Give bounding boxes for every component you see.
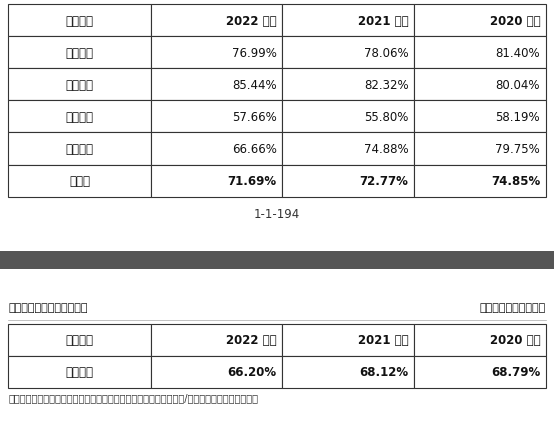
Bar <box>283 324 414 356</box>
Text: 74.85%: 74.85% <box>491 175 540 187</box>
Bar <box>283 133 414 165</box>
Bar <box>414 69 546 101</box>
Text: 78.06%: 78.06% <box>364 47 408 60</box>
Text: 华熙生物: 华熙生物 <box>65 47 94 60</box>
Text: 57.66%: 57.66% <box>232 111 277 124</box>
Bar <box>0 251 554 269</box>
Text: 2022 年度: 2022 年度 <box>226 333 277 346</box>
Bar <box>283 69 414 101</box>
Text: 平均值: 平均值 <box>69 175 90 187</box>
Bar <box>8 356 151 388</box>
Bar <box>414 324 546 356</box>
Bar <box>414 101 546 133</box>
Bar <box>151 133 283 165</box>
Text: 80.04%: 80.04% <box>496 79 540 92</box>
Text: 74.88%: 74.88% <box>364 143 408 155</box>
Text: 72.77%: 72.77% <box>360 175 408 187</box>
Text: 76.99%: 76.99% <box>232 47 277 60</box>
Bar <box>283 165 414 197</box>
Text: 68.12%: 68.12% <box>360 365 408 378</box>
Bar <box>151 165 283 197</box>
Text: 浙江湃肽生物股份有限公司: 浙江湃肽生物股份有限公司 <box>8 302 88 312</box>
Bar <box>151 69 283 101</box>
Text: 锦波生物: 锦波生物 <box>65 79 94 92</box>
Text: 68.79%: 68.79% <box>491 365 540 378</box>
Text: 79.75%: 79.75% <box>495 143 540 155</box>
Text: 招股说明书（申报稿）: 招股说明书（申报稿） <box>479 302 546 312</box>
Bar <box>151 101 283 133</box>
Bar <box>8 324 151 356</box>
Bar <box>283 101 414 133</box>
Bar <box>414 133 546 165</box>
Text: 2022 年度: 2022 年度 <box>226 15 277 28</box>
Bar <box>414 356 546 388</box>
Text: 2021 年度: 2021 年度 <box>358 15 408 28</box>
Text: 诺泰生物: 诺泰生物 <box>65 111 94 124</box>
Text: 82.32%: 82.32% <box>364 79 408 92</box>
Bar <box>283 5 414 37</box>
Bar <box>151 5 283 37</box>
Bar <box>8 5 151 37</box>
Bar <box>8 165 151 197</box>
Text: 2020 年度: 2020 年度 <box>490 15 540 28</box>
Text: 71.69%: 71.69% <box>228 175 277 187</box>
Bar <box>151 356 283 388</box>
Text: 55.80%: 55.80% <box>364 111 408 124</box>
Text: 81.40%: 81.40% <box>495 47 540 60</box>
Bar <box>8 37 151 69</box>
Bar <box>283 37 414 69</box>
Text: 圣诺生物: 圣诺生物 <box>65 143 94 155</box>
Bar <box>8 69 151 101</box>
Text: 58.19%: 58.19% <box>495 111 540 124</box>
Bar <box>414 165 546 197</box>
Bar <box>414 5 546 37</box>
Bar <box>8 133 151 165</box>
Text: 注：上表及下文中同行业上市公司财务数据均来自于公开披露的定期/临时报告或者招股说明书。: 注：上表及下文中同行业上市公司财务数据均来自于公开披露的定期/临时报告或者招股说… <box>8 392 258 402</box>
Bar <box>414 37 546 69</box>
Text: 2021 年度: 2021 年度 <box>358 333 408 346</box>
Text: 公司名称: 公司名称 <box>65 333 94 346</box>
Bar <box>283 356 414 388</box>
Text: 66.66%: 66.66% <box>232 143 277 155</box>
Text: 85.44%: 85.44% <box>232 79 277 92</box>
Text: 66.20%: 66.20% <box>228 365 277 378</box>
Text: 公司名称: 公司名称 <box>65 15 94 28</box>
Bar <box>8 101 151 133</box>
Bar <box>151 37 283 69</box>
Text: 2020 年度: 2020 年度 <box>490 333 540 346</box>
Text: 1-1-194: 1-1-194 <box>254 207 300 220</box>
Text: 湃肽生物: 湃肽生物 <box>65 365 94 378</box>
Bar <box>151 324 283 356</box>
